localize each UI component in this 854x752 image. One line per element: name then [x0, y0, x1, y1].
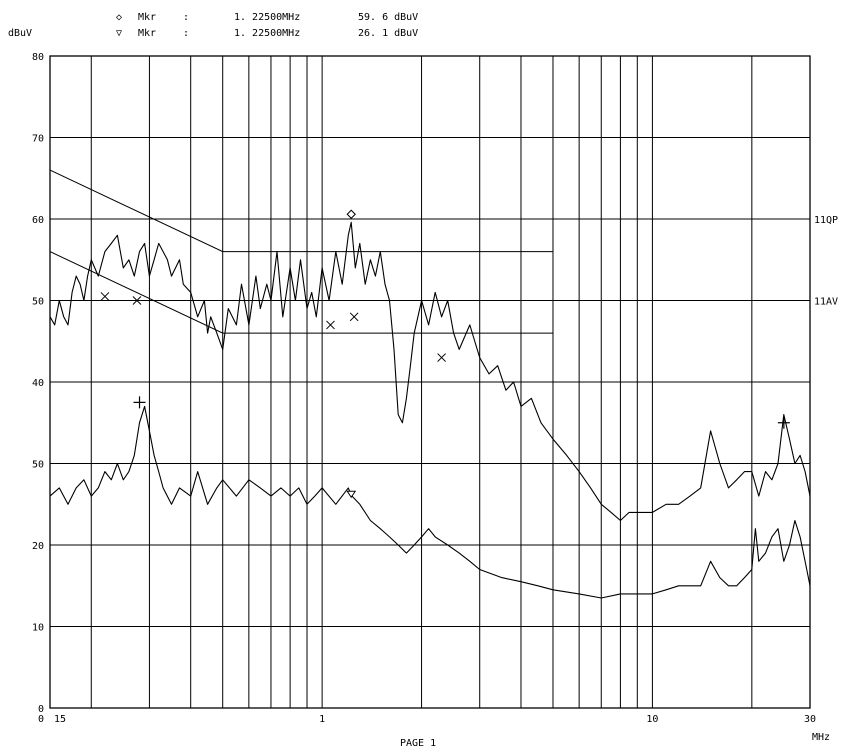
- y-axis-label: dBuV: [8, 28, 32, 39]
- average-trace: [49, 405, 811, 599]
- marker-1-symbol: ◇: [116, 12, 122, 23]
- marker-1-separator: :: [183, 12, 189, 23]
- diamond-marker: [346, 209, 356, 219]
- marker-2-frequency: 1. 22500MHz: [234, 28, 300, 39]
- marker-1-frequency: 1. 22500MHz: [234, 12, 300, 23]
- grid: [50, 55, 810, 709]
- x-axis-unit-label: MHz: [812, 732, 830, 743]
- y-tick-label: 60: [32, 215, 44, 226]
- marker-header-row-1: ◇ Mkr : 1. 22500MHz 59. 6 dBuV: [116, 12, 418, 23]
- y-tick-label: 70: [32, 134, 44, 145]
- marker-2-label: Mkr: [138, 28, 156, 39]
- x-tick-label: 1: [319, 714, 325, 725]
- marker-1-value: 59. 6 dBuV: [358, 12, 418, 23]
- cross-marker: [437, 353, 446, 362]
- y-tick-label: 50: [32, 297, 44, 308]
- y-tick-label: 80: [32, 52, 44, 63]
- y-tick-label: 50: [32, 460, 44, 471]
- limit-lines: 11QP 11AV: [49, 169, 838, 334]
- markers: [100, 209, 790, 499]
- x-tick-label: 10: [646, 714, 658, 725]
- marker-2-value: 26. 1 dBuV: [358, 28, 418, 39]
- x-tick-label: 15: [54, 714, 66, 725]
- y-tick-label: 40: [32, 378, 44, 389]
- x-tick-label-zero: 0: [38, 714, 44, 725]
- limit-line: [49, 169, 553, 253]
- limit-line-label: 11AV: [814, 297, 838, 308]
- limit-line-label: 11QP: [814, 215, 838, 226]
- marker-header-row-2: ▽ Mkr : 1. 22500MHz 26. 1 dBuV: [116, 28, 418, 39]
- marker-header: ◇ Mkr : 1. 22500MHz 59. 6 dBuV ▽ Mkr : 1…: [116, 12, 418, 39]
- marker-1-label: Mkr: [138, 12, 156, 23]
- quasi-peak-trace: [49, 221, 811, 522]
- tick-labels: 0 10 20 50 40 50 60 70 80 0 15 1 10 30: [32, 52, 816, 725]
- triangle-marker: [346, 490, 357, 499]
- marker-2-separator: :: [183, 28, 189, 39]
- plot-frame: [49, 55, 811, 709]
- cross-marker: [349, 312, 359, 322]
- limit-line: [49, 251, 553, 334]
- y-tick-label: 20: [32, 541, 44, 552]
- cross-marker: [326, 320, 335, 330]
- cross-marker: [132, 296, 142, 305]
- y-tick-label: 0: [38, 704, 44, 715]
- cross-marker: [100, 292, 110, 301]
- x-tick-label: 30: [804, 714, 816, 725]
- marker-2-symbol: ▽: [116, 28, 122, 39]
- plus-marker: [133, 396, 146, 409]
- traces: [49, 221, 811, 599]
- y-tick-label: 10: [32, 623, 44, 634]
- plus-marker: [777, 416, 790, 429]
- page-footer: PAGE 1: [400, 738, 436, 749]
